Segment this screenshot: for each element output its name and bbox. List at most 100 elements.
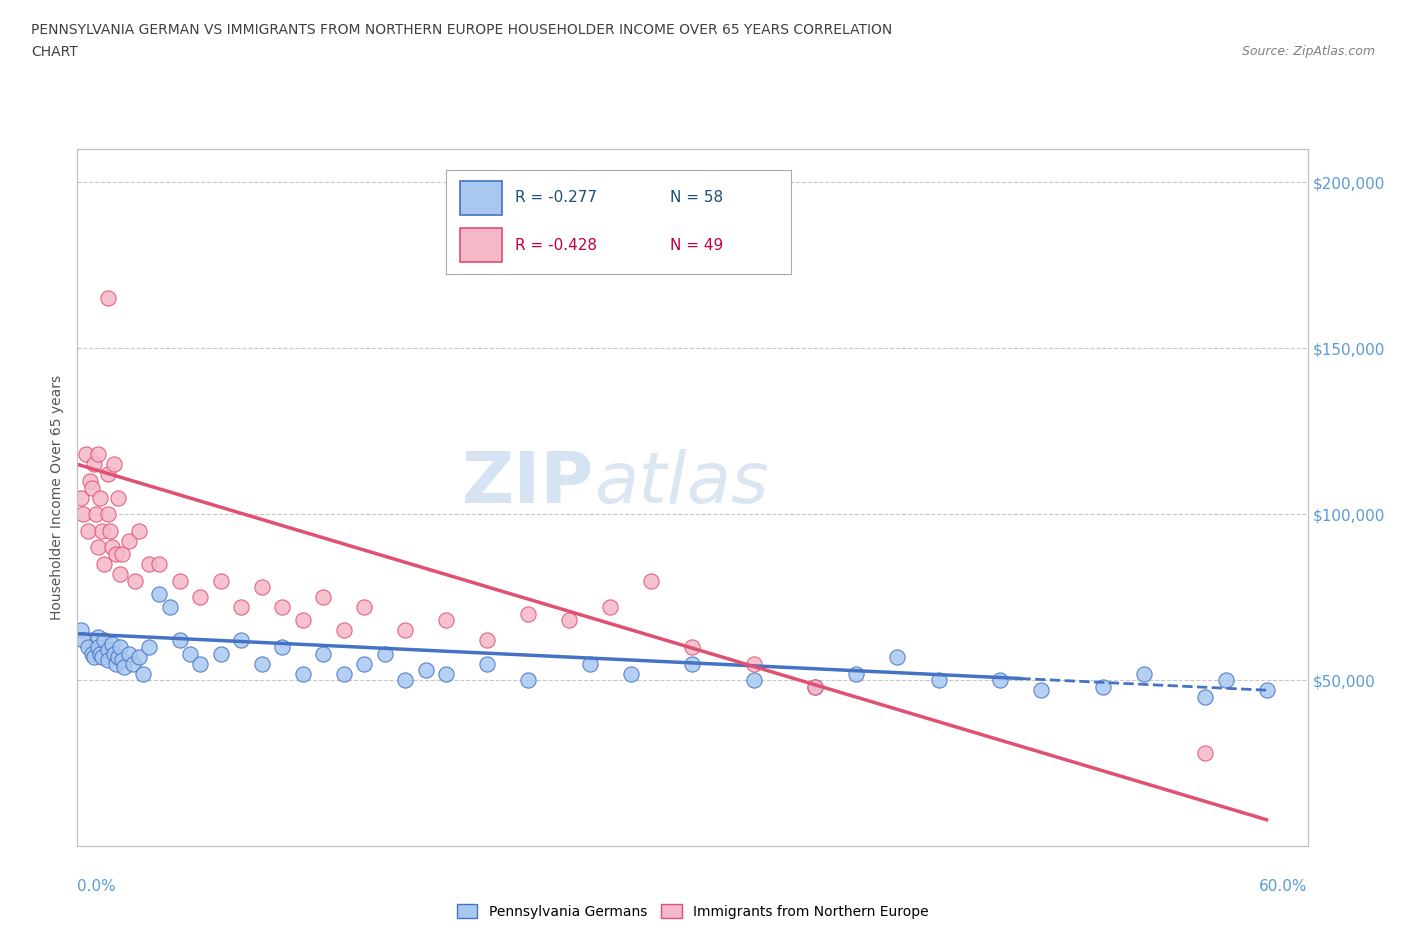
Point: [415, 663, 437, 678]
Point: [1256, 683, 1278, 698]
Point: [928, 672, 950, 687]
Point: [179, 646, 201, 661]
Point: [138, 556, 160, 571]
Point: [83, 649, 105, 664]
Point: [620, 666, 643, 681]
Point: [1132, 666, 1154, 681]
Point: [231, 633, 253, 648]
Point: [87, 640, 110, 655]
Point: [599, 600, 621, 615]
Point: [128, 524, 150, 538]
Point: [1091, 680, 1114, 695]
Point: [101, 636, 124, 651]
Point: [80, 480, 103, 495]
Text: 60.0%: 60.0%: [1260, 879, 1308, 894]
Point: [169, 633, 191, 648]
Point: [436, 613, 458, 628]
Point: [374, 646, 396, 661]
Point: [70, 490, 93, 505]
Point: [97, 643, 120, 658]
Point: [188, 657, 212, 671]
Point: [117, 533, 139, 548]
Point: [128, 649, 150, 664]
Point: [353, 657, 375, 671]
Point: [138, 640, 160, 655]
Point: [70, 623, 93, 638]
Point: [640, 573, 662, 588]
Point: [742, 657, 765, 671]
Point: [121, 657, 143, 671]
FancyBboxPatch shape: [460, 229, 502, 262]
Point: [231, 600, 253, 615]
Point: [291, 666, 314, 681]
Point: [148, 556, 170, 571]
Point: [90, 649, 114, 664]
Point: [87, 447, 110, 462]
Point: [103, 646, 125, 661]
Point: [103, 457, 125, 472]
Point: [291, 613, 314, 628]
Text: N = 49: N = 49: [671, 237, 724, 253]
Text: atlas: atlas: [595, 449, 769, 518]
Y-axis label: Householder Income Over 65 years: Householder Income Over 65 years: [51, 375, 65, 620]
Point: [477, 633, 499, 648]
Point: [105, 657, 128, 671]
Point: [250, 579, 273, 594]
Point: [333, 623, 356, 638]
Point: [353, 600, 375, 615]
Point: [76, 640, 98, 655]
Point: [105, 547, 128, 562]
Point: [804, 680, 827, 695]
Text: R = -0.277: R = -0.277: [515, 191, 598, 206]
Point: [1215, 672, 1237, 687]
Point: [90, 524, 114, 538]
Point: [394, 623, 416, 638]
Point: [1194, 689, 1216, 704]
Point: [97, 507, 120, 522]
Point: [148, 587, 170, 602]
Point: [1194, 746, 1216, 761]
Point: [394, 672, 416, 687]
Point: [110, 566, 132, 581]
Point: [111, 547, 134, 562]
Point: [89, 646, 111, 661]
Point: [886, 649, 908, 664]
Point: [110, 640, 132, 655]
Point: [477, 657, 499, 671]
Point: [93, 556, 115, 571]
Point: [209, 573, 232, 588]
Point: [436, 666, 458, 681]
Point: [682, 657, 704, 671]
Point: [98, 524, 121, 538]
Point: [87, 540, 110, 555]
Point: [988, 672, 1011, 687]
Point: [89, 490, 111, 505]
Text: Source: ZipAtlas.com: Source: ZipAtlas.com: [1241, 45, 1375, 58]
Text: PENNSYLVANIA GERMAN VS IMMIGRANTS FROM NORTHERN EUROPE HOUSEHOLDER INCOME OVER 6: PENNSYLVANIA GERMAN VS IMMIGRANTS FROM N…: [31, 23, 893, 37]
Text: 0.0%: 0.0%: [77, 879, 117, 894]
Point: [132, 666, 155, 681]
Point: [1029, 683, 1052, 698]
FancyBboxPatch shape: [460, 181, 502, 215]
Point: [101, 540, 124, 555]
Point: [72, 633, 94, 648]
Point: [97, 467, 120, 482]
Text: R = -0.428: R = -0.428: [515, 237, 598, 253]
Legend: Pennsylvania Germans, Immigrants from Northern Europe: Pennsylvania Germans, Immigrants from No…: [451, 898, 934, 924]
Point: [97, 291, 120, 306]
Point: [312, 590, 335, 604]
Point: [111, 653, 134, 668]
Point: [517, 606, 540, 621]
Point: [579, 657, 602, 671]
Point: [72, 507, 94, 522]
Point: [124, 573, 146, 588]
Point: [333, 666, 356, 681]
Point: [742, 672, 765, 687]
Point: [558, 613, 581, 628]
Point: [517, 672, 540, 687]
Point: [107, 649, 129, 664]
Point: [83, 457, 105, 472]
Point: [250, 657, 273, 671]
Point: [188, 590, 212, 604]
Point: [107, 490, 129, 505]
